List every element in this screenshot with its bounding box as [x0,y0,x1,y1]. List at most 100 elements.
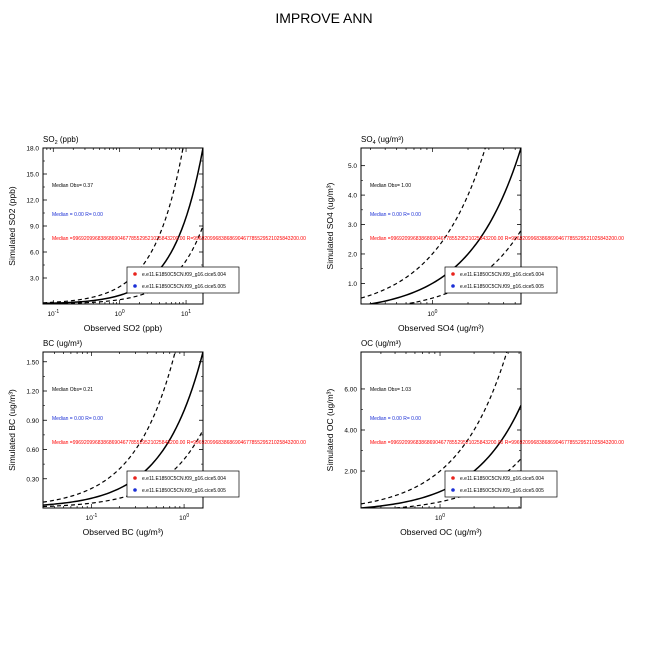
y-tick-label: 2.00 [344,469,357,476]
panel-title-main: OC (ug/m³) [361,339,401,348]
one-to-two-line [402,230,521,304]
legend-entry-label: e.e11.E1850C5CN.f09_g16.cice5.005 [142,488,226,494]
legend-box [126,470,240,498]
one-to-one-line [365,148,521,304]
panel-title-main: BC (ug/m³) [43,339,82,348]
median-model2-annotation: Median = 0.00 R= 0.00 [370,416,421,422]
panel-title: SO2 (ppb) [43,135,79,146]
y-tick-label: 2.0 [348,251,357,258]
y-axis-label: Simulated BC (ug/m³) [7,389,17,471]
legend-marker-blue [451,488,455,492]
legend-box [444,266,558,294]
legend-marker-blue [133,488,137,492]
panel-4: 6.00 4.00 2.00 100 OC (ug/m³) Observed OC (ug… [325,339,624,537]
figure-title-text: IMPROVE ANN [275,10,373,26]
x-tick-base: 10 [47,311,55,318]
y-tick-label: 12.0 [26,198,39,205]
panel-title-subscript: 2 [55,140,58,146]
legend-entry-label: e.e11.E1850C5CN.f09_g16.cice5.004 [142,476,226,482]
reference-lines [43,352,203,508]
median-model2-annotation: Median = 0.00 R= 0.00 [52,416,103,422]
x-tick-label: 100 [115,309,125,318]
legend: e.e11.E1850C5CN.f09_g16.cice5.004 e.e11.E… [444,470,558,498]
legend-entry-label: e.e11.E1850C5CN.f09_g16.cice5.005 [460,284,544,290]
one-to-one-line [43,148,203,304]
two-to-one-line [361,352,508,505]
panel-title: OC (ug/m³) [361,339,401,348]
x-tick-base: 10 [427,311,435,318]
x-tick-exponent: -1 [93,513,98,519]
y-tick-label: 3.0 [30,276,39,283]
median-model2-annotation: Median = 0.00 R= 0.00 [370,212,421,218]
panel-title-units: (ppb) [58,135,79,144]
x-tick-label: 10-1 [86,513,98,522]
y-tick-label: 0.30 [26,476,39,483]
x-tick-base: 10 [86,515,94,522]
y-axis-label: Simulated OC (ug/m³) [325,389,335,472]
y-tick-label: 5.0 [348,163,357,170]
x-tick-exponent: 1 [188,309,191,315]
median-obs-annotation: Median Obs= 0.21 [52,387,93,393]
two-to-one-line [43,148,184,304]
y-tick-label: 6.0 [30,250,39,257]
x-tick-exponent: 0 [435,309,438,315]
figure-title: IMPROVE ANN [0,10,648,26]
x-tick-exponent: 0 [122,309,125,315]
x-tick-base: 10 [115,311,123,318]
y-tick-label: 1.50 [26,359,39,366]
legend-entry-label: e.e11.E1850C5CN.f09_g16.cice5.004 [142,272,226,278]
legend-entry-label: e.e11.E1850C5CN.f09_g16.cice5.004 [460,476,544,482]
panel-title-main: SO [361,135,373,144]
legend-marker-red [451,476,455,480]
median-obs-annotation: Median Obs= 1.03 [370,387,411,393]
panel-title-subscript: 4 [373,140,376,146]
median-model2-annotation: Median = 0.00 R= 0.00 [52,212,103,218]
legend: e.e11.E1850C5CN.f09_g16.cice5.004 e.e11.E… [444,266,558,294]
x-tick-base: 10 [181,311,189,318]
y-tick-label: 3.0 [348,222,357,229]
y-tick-label: 6.00 [344,386,357,393]
legend-marker-red [133,476,137,480]
one-to-two-line [43,429,203,508]
y-tick-label: 0.60 [26,447,39,454]
legend-entry-label: e.e11.E1850C5CN.f09_g16.cice5.005 [460,488,544,494]
legend-entry-label: e.e11.E1850C5CN.f09_g16.cice5.004 [460,272,544,278]
median-model1-annotation: Median =99692099683868690467785529521025… [370,236,624,242]
x-axis-label: Observed SO2 (ppb) [84,323,163,333]
y-tick-label: 4.00 [344,428,357,435]
panel-title: SO4 (ug/m³) [361,135,404,146]
median-model1-annotation: Median =99692099683868690467785529521025… [370,440,624,446]
x-tick-label: 100 [179,513,189,522]
x-tick-label: 10-1 [47,309,59,318]
x-tick-exponent: -1 [55,309,60,315]
one-to-one-line [43,352,203,506]
median-model1-annotation: Median =99692099683868690467785529521025… [52,236,306,242]
two-to-one-line [361,148,486,299]
panel-title: BC (ug/m³) [43,339,82,348]
y-tick-label: 18.0 [26,146,39,153]
median-model1-annotation: Median =99692099683868690467785529521025… [52,440,306,446]
panel-title-units: (ug/m³) [376,135,404,144]
legend: e.e11.E1850C5CN.f09_g16.cice5.004 e.e11.E… [126,470,240,498]
plot-frame [42,351,204,509]
one-to-two-line [387,458,521,508]
y-axis-label: Simulated SO4 (ug/m³) [325,182,335,269]
x-axis-label: Observed BC (ug/m³) [83,527,164,537]
legend: e.e11.E1850C5CN.f09_g16.cice5.004 e.e11.E… [126,266,240,294]
x-tick-exponent: 0 [442,513,445,519]
median-obs-annotation: Median Obs= 0.37 [52,183,93,189]
y-tick-label: 1.20 [26,389,39,396]
y-tick-label: 1.0 [348,281,357,288]
legend-entry-label: e.e11.E1850C5CN.f09_g16.cice5.005 [142,284,226,290]
median-obs-annotation: Median Obs= 1.00 [370,183,411,189]
y-tick-label: 4.0 [348,193,357,200]
reference-lines [361,148,521,304]
x-tick-exponent: 0 [186,513,189,519]
x-tick-base: 10 [435,515,443,522]
one-to-one-line [361,405,521,508]
y-tick-label: 9.0 [30,224,39,231]
legend-box [126,266,240,294]
